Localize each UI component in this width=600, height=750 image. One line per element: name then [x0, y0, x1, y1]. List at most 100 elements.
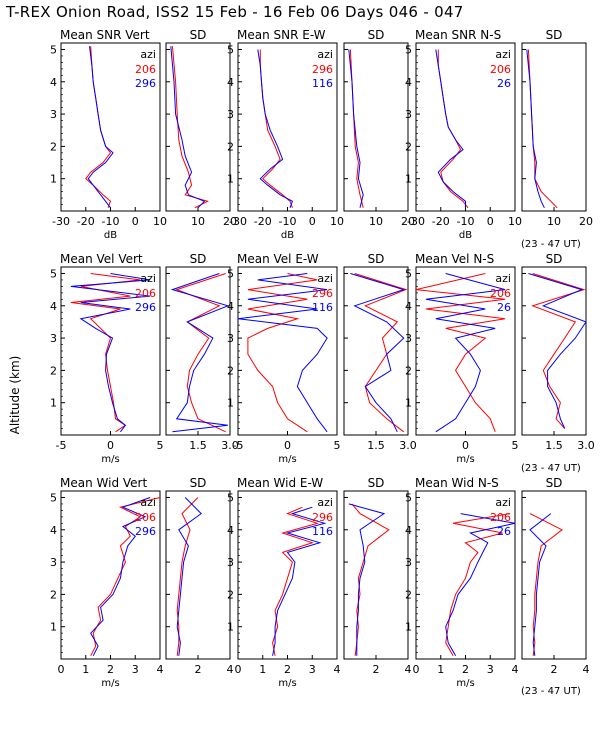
x-tick-label: 20 [223, 215, 237, 228]
x-tick-label: -30 [229, 215, 247, 228]
panel-title: Mean Vel N-S [415, 252, 494, 266]
y-tick-label: 4 [405, 76, 412, 89]
series-line-296 [170, 273, 230, 433]
x-axis-label: dB [281, 230, 294, 241]
x-tick-label: 1 [259, 663, 266, 676]
y-tick-label: 4 [50, 300, 57, 313]
x-tick-label: 4 [334, 663, 341, 676]
x-axis-label: m/s [456, 678, 474, 689]
x-tick-label: 3 [487, 663, 494, 676]
panel-vel-ew-sd: SD 1.5 3.0 [343, 252, 417, 452]
x-axis-label: dB [104, 230, 117, 241]
x-tick-label: -5 [233, 439, 244, 452]
legend-entry: 296 [135, 525, 156, 538]
x-axis-label: m/s [101, 454, 119, 465]
legend-entry: 116 [312, 525, 333, 538]
series-line-206 [175, 273, 226, 433]
y-tick-label: 1 [405, 621, 412, 634]
panel-title: SD [546, 476, 563, 490]
panel-title: Mean Vel Vert [60, 252, 143, 266]
y-tick-label: 3 [227, 556, 234, 569]
legend-entry: 206 [490, 511, 511, 524]
x-tick-label: 2 [551, 663, 558, 676]
panel-title: Mean SNR N-S [415, 28, 501, 42]
x-tick-label: 4 [405, 663, 412, 676]
x-tick-label: 0 [309, 215, 316, 228]
series-line-116 [257, 49, 294, 208]
series-line-206 [171, 46, 209, 209]
x-tick-label: 1.5 [545, 439, 563, 452]
series-line-26 [526, 49, 545, 209]
series-line-26 [435, 49, 466, 208]
panel-title: Mean Wid N-S [415, 476, 499, 490]
x-tick-label: -20 [77, 215, 95, 228]
panel-title: SD [546, 252, 563, 266]
series-line-296 [87, 46, 114, 209]
legend-title: azi [495, 48, 511, 61]
x-tick-label: 2 [373, 663, 380, 676]
x-tick-label: 10 [508, 215, 522, 228]
y-tick-label: 4 [227, 300, 234, 313]
series-line-296 [176, 497, 202, 656]
x-tick-label: 5 [512, 439, 519, 452]
x-tick-label: 10 [153, 215, 167, 228]
legend-entry: 26 [497, 301, 511, 314]
x-tick-label: 3.0 [577, 439, 595, 452]
series-line-116 [238, 273, 328, 433]
x-tick-label: 20 [401, 215, 415, 228]
x-axis-label: m/s [101, 678, 119, 689]
legend-entry: 116 [312, 301, 333, 314]
y-tick-label: 5 [227, 491, 234, 504]
series-line-206 [70, 273, 141, 433]
series-line-116 [348, 49, 364, 208]
legend-entry: 206 [135, 511, 156, 524]
y-tick-label: 2 [227, 364, 234, 377]
y-tick-label: 3 [405, 556, 412, 569]
x-tick-label: 3.0 [221, 439, 239, 452]
y-tick-label: 2 [405, 140, 412, 153]
y-tick-label: 5 [227, 267, 234, 280]
x-tick-label: 0 [284, 439, 291, 452]
legend-title: azi [495, 496, 511, 509]
series-line-116 [348, 503, 386, 656]
x-tick-label: 4 [583, 663, 590, 676]
y-tick-label: 2 [50, 364, 57, 377]
y-tick-label: 1 [50, 621, 57, 634]
y-tick-label: 1 [227, 397, 234, 410]
legend-entry: 296 [312, 511, 333, 524]
x-tick-label: 10 [330, 215, 344, 228]
y-tick-label: 3 [405, 332, 412, 345]
legend-title: azi [317, 496, 333, 509]
x-tick-label: -30 [52, 215, 70, 228]
x-axis-label: m/s [278, 454, 296, 465]
panel-vel-vert-sd: SD 1.5 3.0 [165, 252, 239, 452]
y-tick-label: 4 [227, 76, 234, 89]
y-tick-label: 4 [227, 524, 234, 537]
series-line-296 [247, 273, 318, 433]
x-tick-label: 20 [579, 215, 593, 228]
series-line-296 [272, 506, 319, 656]
series-line-206 [437, 49, 469, 209]
x-tick-label: 4 [227, 663, 234, 676]
y-tick-label: 2 [227, 588, 234, 601]
y-tick-label: 5 [405, 267, 412, 280]
plot-frame [343, 42, 409, 212]
legend-entry: 206 [490, 287, 511, 300]
x-tick-label: 0 [107, 439, 114, 452]
x-axis-label: dB [459, 230, 472, 241]
y-tick-label: 3 [227, 332, 234, 345]
y-tick-label: 2 [405, 364, 412, 377]
x-tick-label: -20 [432, 215, 450, 228]
x-tick-label: 10 [369, 215, 383, 228]
legend-entry: 296 [135, 77, 156, 90]
y-tick-label: 5 [50, 267, 57, 280]
x-tick-label: -10 [102, 215, 120, 228]
y-tick-label: 4 [50, 76, 57, 89]
legend-entry: 296 [312, 287, 333, 300]
series-line-296 [351, 503, 390, 656]
